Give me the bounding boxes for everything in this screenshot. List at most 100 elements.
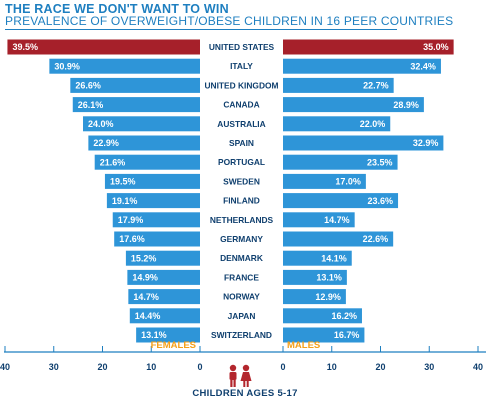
bar-females — [7, 39, 200, 55]
country-label: CANADA — [223, 100, 259, 110]
value-label-males: 23.6% — [368, 196, 394, 206]
value-label-males: 23.5% — [367, 157, 393, 167]
chart-subtitle: PREVALENCE OF OVERWEIGHT/OBESE CHILDREN … — [5, 14, 454, 28]
bar-females — [128, 289, 200, 305]
value-label-females: 14.9% — [132, 273, 158, 283]
value-label-males: 14.1% — [321, 253, 347, 263]
value-label-males: 32.4% — [410, 61, 436, 71]
country-label: UNITED KINGDOM — [205, 80, 279, 90]
value-label-males: 13.1% — [316, 273, 342, 283]
country-label: JAPAN — [228, 311, 256, 321]
country-label: FINLAND — [223, 196, 260, 206]
tick-label-females: 30 — [49, 362, 59, 372]
footer-caption: CHILDREN AGES 5-17 — [192, 388, 298, 399]
country-label: SPAIN — [229, 138, 254, 148]
tick-label-females: 20 — [97, 362, 107, 372]
country-label: SWEDEN — [223, 176, 260, 186]
value-label-males: 16.2% — [331, 311, 357, 321]
value-label-females: 22.9% — [93, 138, 119, 148]
value-label-males: 32.9% — [413, 138, 439, 148]
bar-females — [112, 212, 200, 228]
value-label-males: 17.0% — [335, 177, 361, 187]
country-label: AUSTRALIA — [217, 119, 265, 129]
bar-males — [283, 269, 347, 285]
bar-females — [136, 327, 200, 343]
bar-females — [83, 116, 200, 132]
bar-females — [106, 193, 200, 209]
value-label-females: 19.1% — [112, 196, 138, 206]
value-label-males: 22.7% — [363, 81, 389, 91]
bar-females — [94, 154, 200, 170]
girl-figure — [240, 364, 252, 387]
bar-males — [283, 77, 394, 93]
bar-males — [283, 308, 362, 324]
chart-title: THE RACE WE DON'T WANT TO WIN — [5, 2, 229, 16]
bar-females — [114, 231, 200, 247]
bar-males — [283, 250, 352, 266]
value-label-males: 16.7% — [334, 330, 360, 340]
value-label-males: 12.9% — [315, 292, 341, 302]
tick-label-females: 10 — [146, 362, 156, 372]
bar-males — [283, 97, 424, 113]
value-label-males: 22.0% — [360, 119, 386, 129]
bar-females — [49, 58, 200, 74]
bar-males — [283, 154, 398, 170]
bar-males — [283, 212, 355, 228]
legend-females: FEMALES — [151, 340, 196, 351]
value-label-females: 30.9% — [54, 61, 80, 71]
country-label: NETHERLANDS — [210, 215, 274, 225]
tick-label-males: 20 — [375, 362, 385, 372]
bar-males — [283, 289, 346, 305]
bar-males — [283, 327, 365, 343]
bar-females — [70, 77, 200, 93]
value-label-females: 15.2% — [131, 253, 157, 263]
tick-label-males: 10 — [327, 362, 337, 372]
value-label-females: 24.0% — [88, 119, 114, 129]
value-label-males: 35.0% — [423, 42, 449, 52]
bar-females — [129, 308, 200, 324]
country-label: ITALY — [230, 61, 253, 71]
tick-label-males: 30 — [424, 362, 434, 372]
bar-males — [283, 231, 394, 247]
boy-figure — [229, 364, 237, 387]
tick-label-males: 40 — [473, 362, 483, 372]
bar-males — [283, 39, 454, 55]
bar-males — [283, 116, 391, 132]
bar-males — [283, 173, 366, 189]
value-label-females: 21.6% — [100, 157, 126, 167]
country-label: NORWAY — [223, 292, 260, 302]
bar-males — [283, 193, 399, 209]
title-rule — [5, 29, 397, 30]
value-label-females: 26.1% — [78, 100, 104, 110]
value-label-females: 14.7% — [133, 292, 159, 302]
country-label: GERMANY — [220, 234, 263, 244]
value-label-males: 14.7% — [324, 215, 350, 225]
country-label: UNITED STATES — [209, 42, 275, 52]
tick-label-males: 0 — [280, 362, 285, 372]
bar-males — [283, 58, 441, 74]
bar-females — [72, 97, 200, 113]
value-label-males: 28.9% — [393, 100, 419, 110]
value-label-females: 39.5% — [12, 42, 38, 52]
country-label: FRANCE — [224, 272, 259, 282]
value-label-females: 19.5% — [110, 177, 136, 187]
value-label-females: 17.9% — [118, 215, 144, 225]
bar-males — [283, 135, 444, 151]
legend-males: MALES — [287, 340, 320, 351]
bar-females — [125, 250, 200, 266]
country-label: DENMARK — [220, 253, 263, 263]
country-label: SWITZERLAND — [211, 330, 272, 340]
country-label: PORTUGAL — [218, 157, 265, 167]
value-label-females: 13.1% — [141, 330, 167, 340]
bar-females — [104, 173, 200, 189]
bar-females — [127, 269, 200, 285]
value-label-females: 17.6% — [119, 234, 145, 244]
bar-females — [88, 135, 200, 151]
tick-label-females: 0 — [197, 362, 202, 372]
tick-label-females: 40 — [0, 362, 10, 372]
value-label-females: 14.4% — [135, 311, 161, 321]
value-label-males: 22.6% — [363, 234, 389, 244]
value-label-females: 26.6% — [75, 81, 101, 91]
children-icon — [229, 364, 252, 387]
